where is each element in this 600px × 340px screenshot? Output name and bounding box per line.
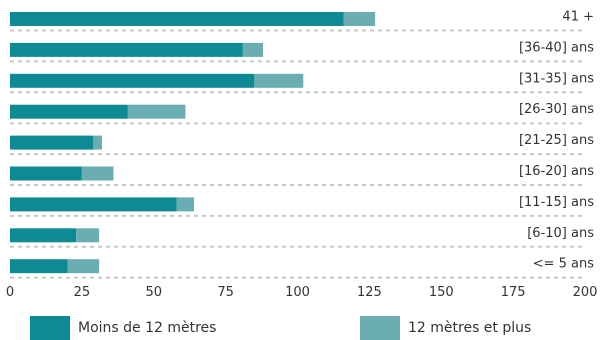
legend-item-series-2: 12 mètres et plus xyxy=(360,316,531,340)
bar-series-1 xyxy=(10,42,243,57)
bar-series-1 xyxy=(10,259,68,274)
x-tick-label: 125 xyxy=(357,285,382,300)
category-label: [36-40] ans xyxy=(519,40,594,55)
bar-series-2 xyxy=(254,73,304,88)
legend: Moins de 12 mètres 12 mètres et plus xyxy=(0,312,600,340)
bar-series-1 xyxy=(10,228,77,243)
bar-series-2 xyxy=(176,197,194,212)
x-tick-label: 75 xyxy=(217,285,234,300)
legend-swatch-series-1 xyxy=(30,316,70,340)
stacked-bar-chart: 41 + [36-40] ans [31-35] ans [26-30] ans [21… xyxy=(6,10,598,301)
x-tick-label: 175 xyxy=(501,285,526,300)
bar-series-1 xyxy=(10,197,177,212)
legend-item-series-1: Moins de 12 mètres xyxy=(30,316,216,340)
bar-series-2 xyxy=(93,135,102,150)
bar-series-2 xyxy=(127,104,186,119)
bar-series-1 xyxy=(10,12,344,26)
category-label: [26-30] ans xyxy=(519,102,594,117)
category-label: [16-20] ans xyxy=(519,164,594,179)
bar-series-2 xyxy=(343,12,376,26)
x-tick-label: 0 xyxy=(6,285,14,300)
bar-series-2 xyxy=(76,228,100,243)
bar-series-1 xyxy=(10,104,128,119)
legend-label-series-2: 12 mètres et plus xyxy=(408,320,532,336)
bar-series-1 xyxy=(10,73,255,88)
category-label: [21-25] ans xyxy=(519,133,594,148)
category-label: 41 + xyxy=(562,10,594,25)
category-label: [31-35] ans xyxy=(519,71,594,86)
legend-label-series-1: Moins de 12 mètres xyxy=(78,320,217,336)
bar-series-2 xyxy=(67,259,100,274)
x-tick-label: 200 xyxy=(573,285,598,300)
bar-series-2 xyxy=(242,42,263,57)
legend-swatch-series-2 xyxy=(360,316,400,340)
category-label: [11-15] ans xyxy=(519,195,594,210)
x-tick-label: 50 xyxy=(145,285,162,300)
category-label: [6-10] ans xyxy=(527,226,594,241)
category-label: <= 5 ans xyxy=(533,257,595,272)
bar-series-1 xyxy=(10,166,82,181)
x-tick-label: 25 xyxy=(74,285,91,300)
bar-series-1 xyxy=(10,135,94,150)
x-tick-label: 150 xyxy=(429,285,454,300)
bar-series-2 xyxy=(81,166,114,181)
x-tick-label: 100 xyxy=(285,285,310,300)
